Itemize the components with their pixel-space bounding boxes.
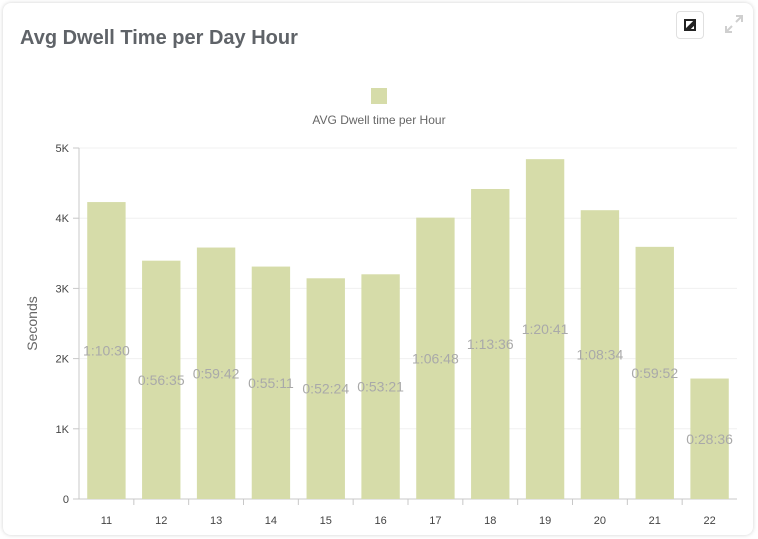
bar[interactable] [87, 202, 126, 499]
y-tick-label: 0 [63, 494, 69, 506]
bar[interactable] [142, 260, 181, 499]
x-tick-label: 12 [155, 515, 167, 527]
axes: 0 1K 2K 3K 4K 5K 11 12 13 14 15 16 17 18 19 20 21 22 [56, 143, 737, 527]
bar[interactable] [196, 247, 236, 499]
x-tick-label: 14 [265, 515, 277, 527]
data-labels: 1:10:30 0:56:35 0:59:42 0:55:11 0:52:24 0:53:… [83, 321, 733, 447]
data-label: 1:13:36 [467, 336, 514, 352]
data-label: 0:53:21 [357, 379, 404, 395]
y-axis-label: Seconds [24, 296, 40, 350]
x-tick-label: 11 [101, 515, 112, 527]
legend-swatch[interactable] [371, 88, 387, 104]
x-tick-label: 13 [210, 515, 222, 527]
x-tick-label: 17 [429, 515, 441, 527]
bar[interactable] [471, 188, 510, 499]
legend[interactable]: AVG Dwell time per Hour [312, 88, 446, 127]
data-label: 1:08:34 [577, 347, 624, 363]
bar[interactable] [690, 378, 729, 499]
y-tick-label: 1K [56, 424, 70, 436]
x-tick-label: 15 [320, 515, 332, 527]
bars [87, 159, 729, 499]
bar[interactable] [306, 278, 345, 499]
x-tick-label: 19 [539, 515, 551, 527]
data-label: 0:52:24 [302, 381, 349, 397]
data-label: 0:28:36 [686, 431, 733, 447]
chart-image-icon [684, 19, 696, 31]
data-label: 0:55:11 [248, 375, 294, 391]
bar[interactable] [580, 210, 620, 499]
bar[interactable] [251, 266, 291, 499]
y-tick-label: 3K [56, 283, 70, 295]
bar[interactable] [416, 217, 455, 499]
data-label: 1:20:41 [522, 321, 569, 337]
legend-label[interactable]: AVG Dwell time per Hour [312, 113, 445, 127]
y-tick-label: 4K [56, 213, 70, 225]
page-title: Avg Dwell Time per Day Hour [20, 27, 298, 49]
grid [79, 147, 737, 430]
data-label: 0:59:52 [631, 365, 678, 381]
data-label: 0:59:42 [193, 365, 240, 381]
y-tick-label: 2K [56, 354, 70, 366]
bar[interactable] [525, 159, 565, 499]
x-tick-label: 22 [703, 515, 715, 527]
bar[interactable] [361, 274, 400, 499]
bar[interactable] [635, 246, 674, 499]
data-label: 1:10:30 [83, 343, 130, 359]
data-label: 1:06:48 [412, 350, 459, 366]
x-tick-label: 20 [594, 515, 606, 527]
data-label: 0:56:35 [138, 372, 185, 388]
y-tick-label: 5K [56, 143, 70, 155]
x-tick-label: 18 [484, 515, 496, 527]
chart-image-button[interactable] [676, 11, 704, 39]
x-tick-label: 16 [374, 515, 386, 527]
x-tick-label: 21 [649, 515, 661, 527]
expand-icon[interactable] [723, 13, 745, 35]
